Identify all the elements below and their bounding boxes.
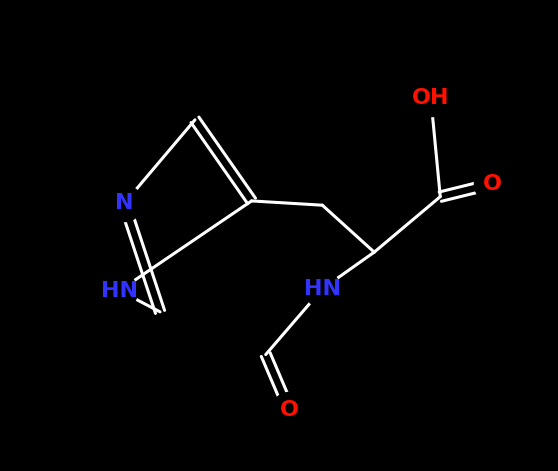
Text: HN: HN <box>101 281 138 300</box>
Text: O: O <box>280 400 299 420</box>
Text: N: N <box>115 194 133 213</box>
Text: OH: OH <box>412 89 450 108</box>
Text: O: O <box>483 174 502 194</box>
Text: HN: HN <box>304 279 341 299</box>
